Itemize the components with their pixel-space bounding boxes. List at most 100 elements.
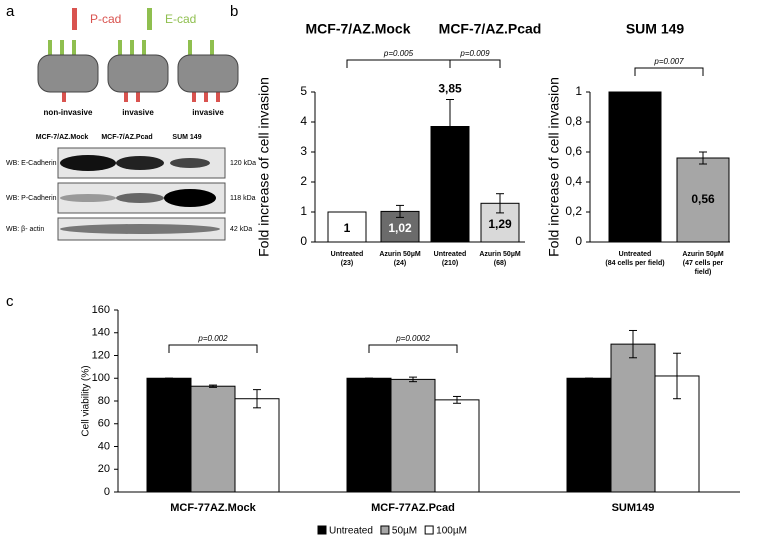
band [116,193,164,203]
bar [190,385,236,493]
band [164,189,216,207]
value-label: 1 [344,221,351,235]
x-tick-label: SUM149 [612,502,655,514]
p-value: p=0.007 [653,57,684,66]
x-tick-label: MCF-77AZ.Mock [170,502,256,514]
blot-size: 118 kDa [230,195,256,202]
bar [434,399,480,493]
x-tick-label: Untreated (23) [330,251,364,267]
bar [390,378,436,493]
significance-bracket [368,344,458,353]
blot-size: 120 kDa [230,160,256,167]
value-label: 0,56 [691,192,715,206]
y-tick-label: 0,6 [565,144,582,158]
cell [177,54,239,93]
bar [327,211,367,243]
y-tick-label: 100 [92,372,110,384]
bar [610,343,656,493]
significance-bracket [634,67,704,76]
x-tick-label: Azurin 50µM (24) [379,251,421,267]
band [116,156,164,170]
y-tick-label: 2 [300,174,307,188]
band [60,155,116,171]
panel-label: c [6,293,14,310]
significance-bracket [346,59,451,68]
y-tick-label: 20 [98,463,110,475]
y-tick-label: 3 [300,144,307,158]
legend-swatch [424,525,434,535]
x-tick-label: Untreated (84 cells per field) [605,251,665,267]
significance-bracket [449,59,501,68]
cell-label: invasive [122,108,154,117]
y-tick-label: 1 [575,84,582,98]
band [60,194,116,202]
legend-swatch [380,525,390,535]
bar [608,91,662,243]
p-value: p=0.005 [383,49,414,58]
legend-swatch [317,525,327,535]
y-tick-label: 1 [300,204,307,218]
blot-column: SUM 149 [172,134,201,141]
y-tick-label: 0,8 [565,114,582,128]
blot-label: WB: E-Cadherin [6,160,57,167]
bar [146,377,192,493]
value-label: 3,85 [438,82,462,96]
legend-swatch [147,8,152,30]
panel-label: a [6,3,15,20]
cell-label: invasive [192,108,224,117]
blot-column: MCF-7/AZ.Pcad [101,134,152,141]
y-tick-label: 0,4 [565,174,582,188]
y-tick-label: 0 [300,234,307,248]
cell [37,54,99,93]
y-axis-label: Fold increase of cell invasion [256,77,272,257]
y-tick-label: 5 [300,84,307,98]
p-value: p=0.002 [197,334,228,343]
blot-label: WB: β- actin [6,226,44,233]
legend-label: 50µM [392,526,417,537]
bar [234,398,280,493]
chart-title: MCF-7/AZ.Mock [306,21,411,37]
x-tick-label: MCF-77AZ.Pcad [371,502,455,514]
legend-label: Untreated [329,526,373,537]
bar [346,377,392,493]
chart-title: MCF-7/AZ.Pcad [439,21,542,37]
panel-label: b [230,3,238,20]
significance-bracket [168,344,258,353]
x-tick-label: Untreated (210) [433,251,467,267]
y-tick-label: 40 [98,440,110,452]
y-tick-label: 160 [92,304,110,316]
legend-label: P-cad [90,12,121,26]
y-tick-label: 80 [98,395,110,407]
p-value: p=0.0002 [395,334,430,343]
x-tick-label: Azurin 50µM (68) [479,251,521,267]
p-value: p=0.009 [459,49,490,58]
bar [676,157,730,243]
band [170,158,210,168]
blot-column: MCF-7/AZ.Mock [36,134,89,141]
legend-swatch [72,8,77,30]
blot-size: 42 kDa [230,226,252,233]
y-tick-label: 4 [300,114,307,128]
y-axis-label: Cell viability (%) [81,365,92,436]
e-cad-receptors [48,40,214,57]
panel-a: P-cad E-cad non-invasive invasive invasi… [6,8,256,241]
cell [107,54,169,93]
value-label: 1,02 [388,221,412,235]
bar [566,377,612,493]
y-tick-label: 0 [575,234,582,248]
legend-label: E-cad [165,12,196,26]
y-tick-label: 0,2 [565,204,582,218]
y-tick-label: 140 [92,327,110,339]
p-cad-receptors [62,86,220,102]
y-tick-label: 120 [92,349,110,361]
blot-label: WB: P-Cadherin [6,195,57,202]
band [60,224,220,234]
y-tick-label: 60 [98,418,110,430]
value-label: 1,29 [488,217,512,231]
cell-label: non-invasive [44,108,93,117]
y-axis-label: Fold increase of cell invasion [546,77,562,257]
y-tick-label: 0 [104,486,110,498]
x-tick-label: Azurin 50µM (47 cells per field) [682,251,724,276]
